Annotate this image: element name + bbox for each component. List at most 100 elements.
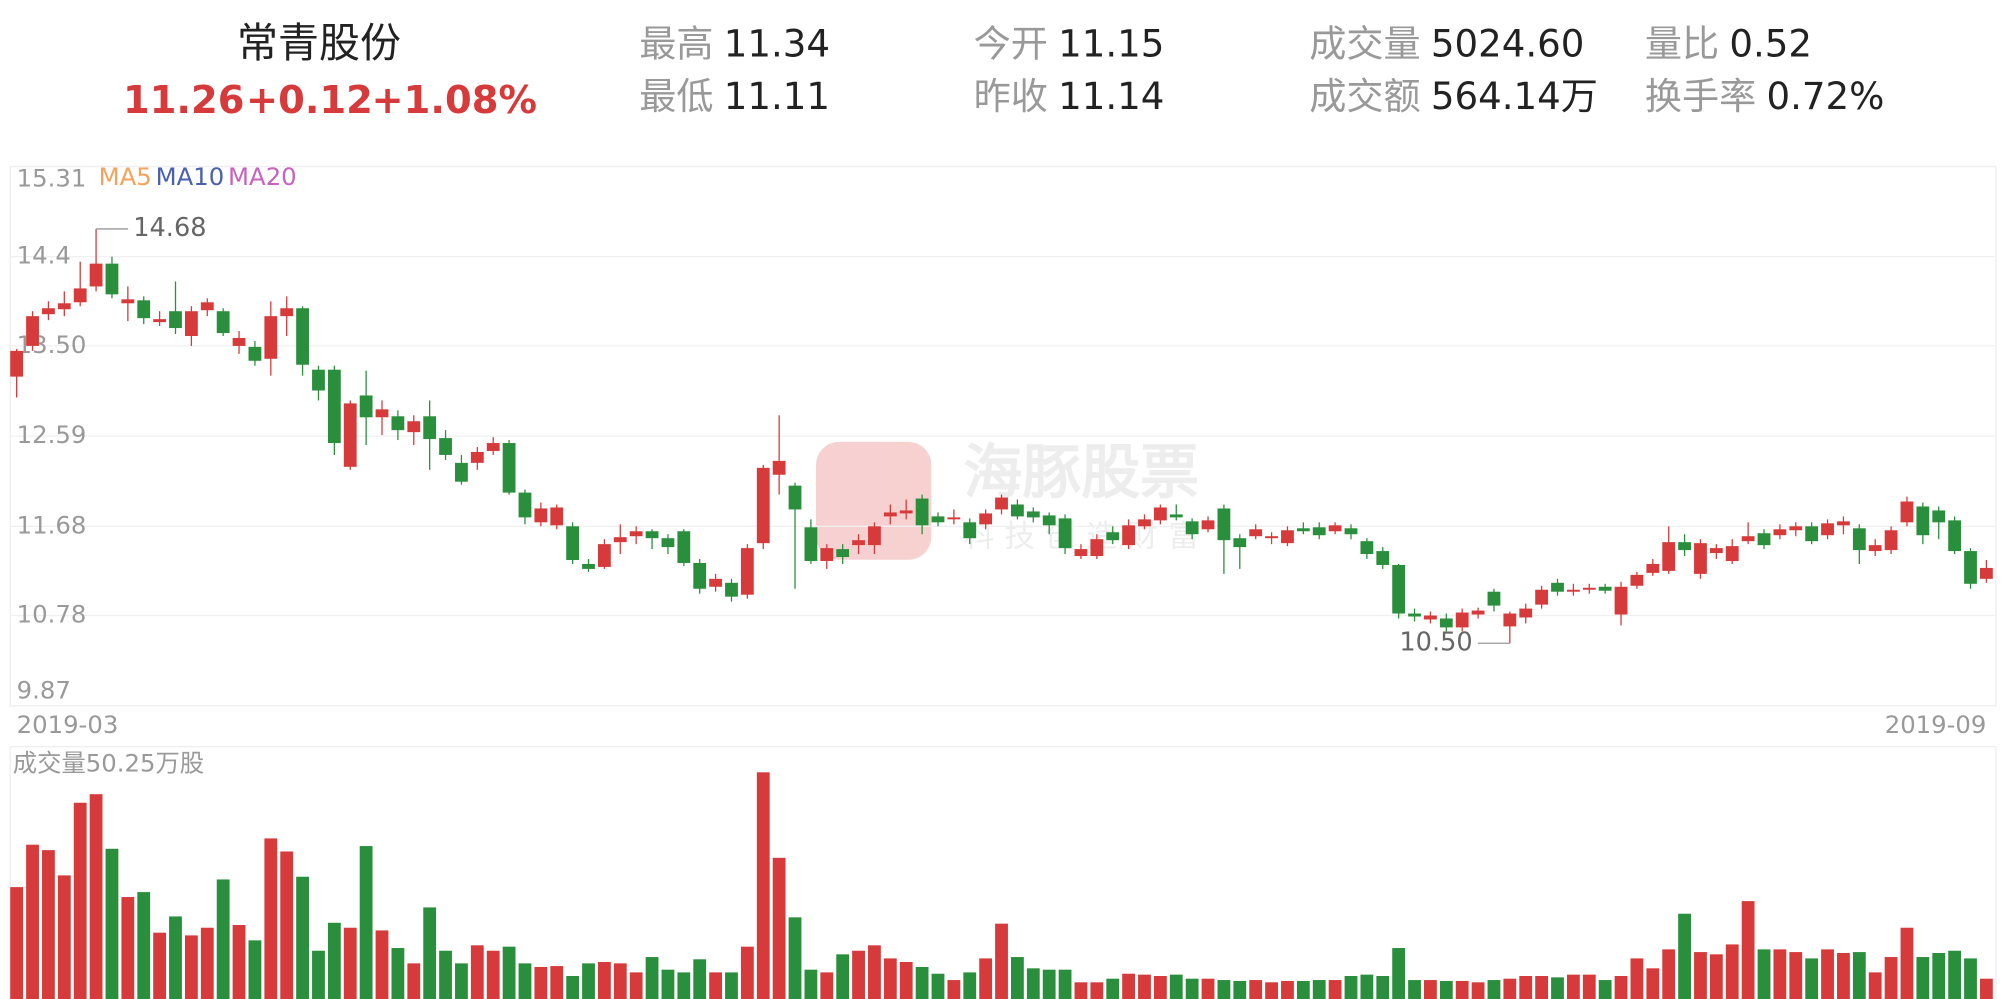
- candle-body: [740, 548, 754, 595]
- volume-bar: [756, 772, 770, 999]
- volume-bar: [1662, 949, 1676, 999]
- volume-bar: [566, 975, 580, 999]
- candle-body: [1948, 520, 1962, 552]
- volume-bar: [296, 876, 309, 999]
- volume-bar: [899, 962, 913, 999]
- volume-bar: [184, 935, 198, 999]
- volume-bar: [740, 946, 754, 999]
- candle-body: [1487, 591, 1501, 606]
- candle-body: [1122, 525, 1136, 546]
- volume-bar: [1694, 952, 1707, 999]
- candle-body: [280, 308, 294, 317]
- candle-body: [1678, 542, 1691, 551]
- candle-body: [1106, 532, 1120, 541]
- candle-body: [153, 319, 167, 323]
- candle-body: [709, 578, 722, 587]
- candle-body: [1884, 530, 1898, 551]
- stat-value: 11.34: [724, 23, 830, 66]
- candle-body: [89, 263, 103, 287]
- volume-bar: [1439, 980, 1453, 999]
- volume-bar: [820, 972, 834, 999]
- volume-bar: [1964, 958, 1977, 999]
- volume-bar: [518, 963, 532, 999]
- candle-body: [1503, 613, 1517, 627]
- volume-bar: [1122, 973, 1136, 999]
- volume-bar: [423, 907, 437, 999]
- candle-body: [1566, 589, 1580, 592]
- candle-body: [1312, 527, 1326, 536]
- watermark-subtitle: 科技创造财富: [963, 518, 1209, 554]
- candle-body: [184, 311, 198, 336]
- volume-bar: [10, 887, 24, 999]
- candle-body: [1837, 521, 1850, 526]
- candle-body: [1551, 582, 1564, 592]
- candle-body: [169, 311, 182, 329]
- candle-body: [216, 311, 230, 334]
- volume-bar: [550, 966, 564, 999]
- candle-body: [486, 443, 500, 451]
- volume-bar: [1042, 969, 1056, 999]
- volume-bar: [1646, 968, 1660, 999]
- volume-bar: [1630, 958, 1644, 999]
- candle-body: [1281, 530, 1294, 544]
- candle-body: [963, 522, 977, 539]
- candle-body: [121, 299, 135, 304]
- volume-bar: [26, 844, 39, 999]
- stat-label: 今开: [974, 23, 1048, 66]
- candle-body: [1217, 508, 1231, 541]
- candle-body: [1535, 589, 1549, 605]
- volume-bar: [359, 846, 373, 999]
- candle-body: [1408, 613, 1421, 617]
- volume-bar: [439, 950, 452, 999]
- candle-body: [1233, 538, 1247, 548]
- volume-bar: [1011, 957, 1024, 999]
- y-tick-label: 9.87: [17, 676, 71, 705]
- volume-bar: [1519, 975, 1533, 999]
- volume-bar: [1074, 982, 1088, 999]
- candle-body: [375, 409, 389, 418]
- volume-bar: [597, 962, 611, 999]
- volume-bar: [486, 950, 500, 999]
- candle-body: [550, 507, 564, 526]
- y-tick-label: 11.68: [17, 510, 87, 539]
- legend-entry: MA5: [99, 162, 152, 191]
- y-tick-label: 14.4: [17, 241, 71, 270]
- volume-bar: [1281, 980, 1294, 999]
- volume-bar: [772, 857, 786, 999]
- candle-body: [1900, 501, 1914, 523]
- volume-bar: [1868, 972, 1882, 999]
- stat-value: 0.52: [1729, 23, 1812, 66]
- candle-body: [137, 300, 151, 319]
- candle-body: [359, 395, 373, 418]
- candle-body: [1519, 608, 1533, 618]
- stat-value: 564.14万: [1431, 75, 1598, 118]
- candle-body: [645, 531, 659, 539]
- volume-bar: [200, 927, 214, 999]
- volume-bar: [1900, 927, 1914, 999]
- candle-body: [899, 510, 913, 514]
- candle-body: [1360, 541, 1374, 555]
- volume-bar: [1725, 944, 1739, 999]
- volume-bar: [1376, 975, 1390, 999]
- candle-body: [1694, 543, 1707, 574]
- candle-body: [327, 369, 341, 444]
- candle-body: [1249, 529, 1263, 537]
- volume-bar: [804, 969, 818, 999]
- candle-body: [1646, 563, 1660, 573]
- volume-bar: [1249, 980, 1263, 999]
- candle-body: [248, 346, 262, 361]
- volume-bar: [725, 972, 738, 999]
- volume-bar: [947, 980, 961, 999]
- candle-body: [1439, 618, 1453, 628]
- candle-body: [677, 531, 691, 563]
- legend-entry: MA20: [228, 162, 297, 191]
- stat-value: 5024.60: [1431, 23, 1585, 66]
- stat-value: 11.11: [724, 75, 830, 118]
- stat-label: 最低: [639, 75, 713, 118]
- volume-bar: [788, 917, 802, 999]
- volume-bar: [1916, 957, 1930, 999]
- candle-body: [1026, 511, 1040, 518]
- stat-label: 昨收: [974, 75, 1048, 118]
- candle-body: [693, 562, 707, 589]
- volume-bar: [343, 927, 357, 999]
